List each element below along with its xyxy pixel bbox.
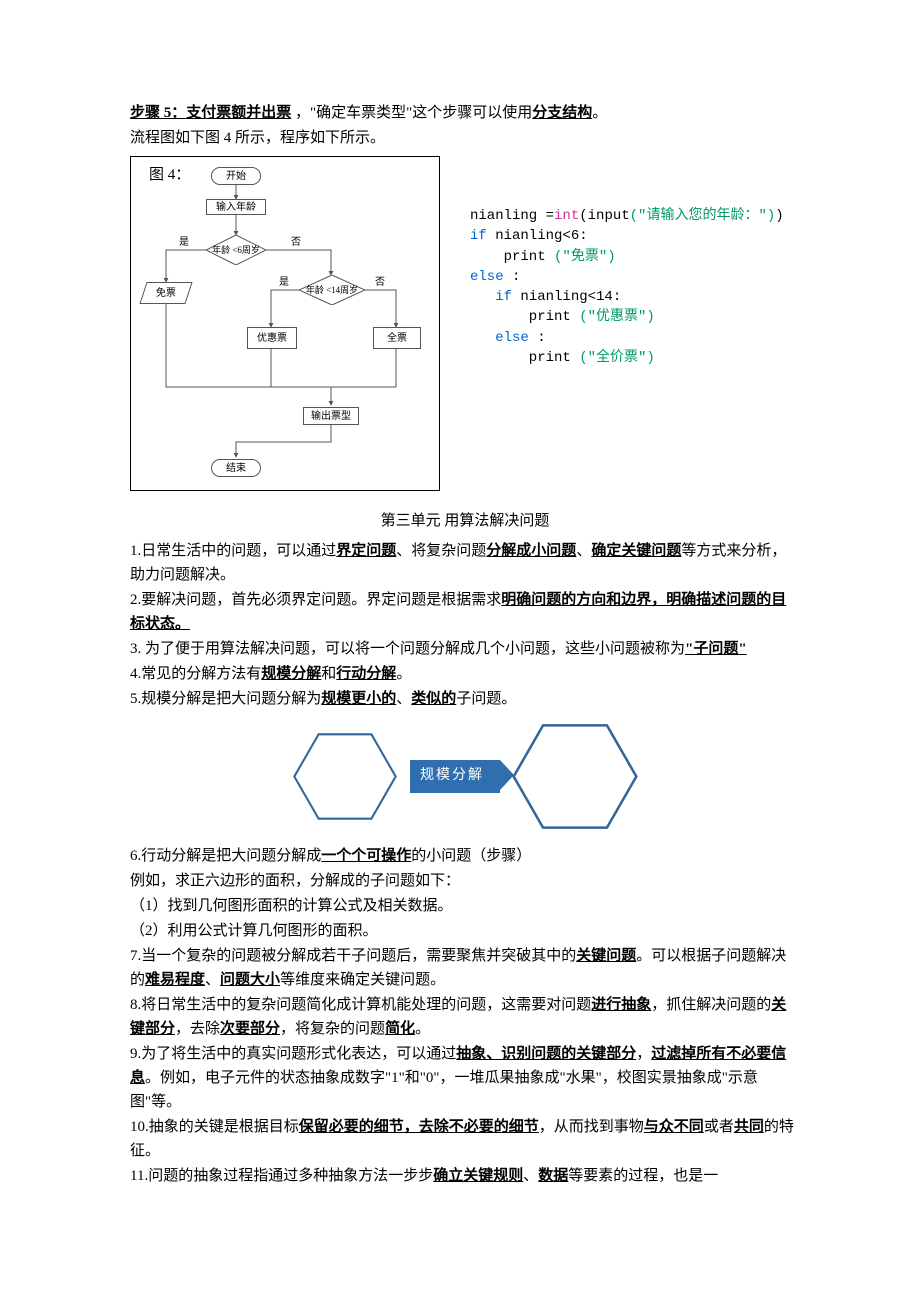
step5-line: 步骤 5：支付票额并出票 ，"确定车票类型"这个步骤可以使用分支结构。: [130, 101, 800, 125]
flow-input: 输入年龄: [206, 199, 266, 215]
hexagon-small: [290, 729, 400, 824]
hexagon-large: [510, 719, 640, 834]
u3-p2: 2.要解决问题，首先必须界定问题。界定问题是根据需求明确问题的方向和边界，明确描…: [130, 588, 800, 636]
u3-p5: 5.规模分解是把大问题分解为规模更小的、类似的子问题。: [130, 687, 800, 711]
hexagon-figure: 规模分解: [130, 719, 800, 834]
flow-free: 免票: [139, 282, 192, 304]
flow-full: 全票: [373, 327, 421, 349]
flow-discount: 优惠票: [247, 327, 297, 349]
u3-p11: 11.问题的抽象过程指通过多种抽象方法一步步确立关键规则、数据等要素的过程，也是…: [130, 1164, 800, 1188]
flow-cond2: 年龄 <14周岁: [299, 275, 365, 305]
edge-no-1: 否: [291, 235, 301, 251]
u3-p1: 1.日常生活中的问题，可以通过界定问题、将复杂问题分解成小问题、确定关键问题等方…: [130, 539, 800, 587]
hex-arrow-label: 规模分解: [410, 760, 500, 792]
flow-and-code: 图 4：: [130, 156, 800, 491]
u3-p4: 4.常见的分解方法有规模分解和行动分解。: [130, 662, 800, 686]
u3-p3: 3. 为了便于用算法解决问题，可以将一个问题分解成几个小问题，这些小问题被称为"…: [130, 637, 800, 661]
flow-end: 结束: [211, 459, 261, 477]
u3-p6e: （1）找到几何图形面积的计算公式及相关数据。: [130, 894, 800, 918]
u3-p6d: 例如，求正六边形的面积，分解成的子问题如下：: [130, 869, 800, 893]
u3-p9: 9.为了将生活中的真实问题形式化表达，可以通过抽象、识别问题的关键部分，过滤掉所…: [130, 1042, 800, 1114]
u3-p7: 7.当一个复杂的问题被分解成若干子问题后，需要聚焦并突破其中的关键问题。可以根据…: [130, 944, 800, 992]
unit3-title: 第三单元 用算法解决问题: [130, 509, 800, 533]
flow-output: 输出票型: [303, 407, 359, 425]
intro-line2: 流程图如下图 4 所示，程序如下所示。: [130, 126, 800, 150]
flow-start: 开始: [211, 167, 261, 185]
step5-bold: 步骤 5：支付票额并出票: [130, 105, 291, 121]
u3-p6a: 6.行动分解是把大问题分解成一个个可操作的小问题（步骤）: [130, 844, 800, 868]
edge-yes-2: 是: [279, 275, 289, 291]
flowchart-figure4: 图 4：: [130, 156, 440, 491]
flow-cond1: 年龄 <6周岁: [206, 235, 266, 265]
u3-p8: 8.将日常生活中的复杂问题简化成计算机能处理的问题，这需要对问题进行抽象，抓住解…: [130, 993, 800, 1041]
edge-no-2: 否: [375, 275, 385, 291]
flowchart-edges: [131, 157, 441, 492]
edge-yes-1: 是: [179, 235, 189, 251]
u3-p10: 10.抽象的关键是根据目标保留必要的细节，去除不必要的细节，从而找到事物与众不同…: [130, 1115, 800, 1163]
code-block: nianling =int(input("请输入您的年龄：")) if nian…: [470, 156, 784, 368]
u3-p6f: （2）利用公式计算几何图形的面积。: [130, 919, 800, 943]
